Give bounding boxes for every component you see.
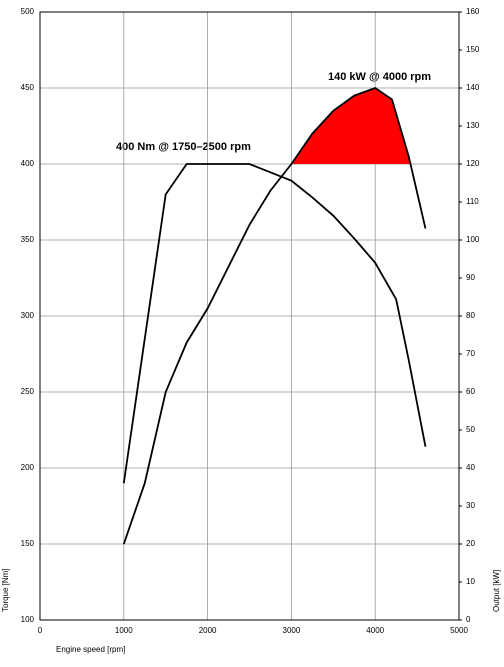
annotation: 400 Nm @ 1750–2500 rpm <box>116 141 251 153</box>
y2-tick-label: 10 <box>466 577 475 586</box>
y-tick-label: 300 <box>21 311 35 320</box>
y2-axis-label: Output [kW] <box>492 570 501 612</box>
y2-tick-label: 130 <box>466 121 480 130</box>
y-tick-label: 200 <box>21 463 35 472</box>
y2-tick-label: 20 <box>466 539 475 548</box>
x-tick-label: 5000 <box>450 626 468 635</box>
x-tick-label: 4000 <box>366 626 384 635</box>
y2-tick-label: 110 <box>466 197 479 206</box>
x-tick-label: 2000 <box>199 626 217 635</box>
y-tick-label: 350 <box>21 235 35 244</box>
y2-tick-label: 120 <box>466 159 480 168</box>
y2-tick-label: 0 <box>466 615 471 624</box>
y2-tick-label: 150 <box>466 45 480 54</box>
y2-tick-label: 90 <box>466 273 475 282</box>
y2-tick-label: 70 <box>466 349 475 358</box>
x-tick-label: 3000 <box>283 626 301 635</box>
y-tick-label: 100 <box>21 615 35 624</box>
y2-tick-label: 100 <box>466 235 480 244</box>
highlight-area <box>291 88 411 164</box>
y2-tick-label: 40 <box>466 463 475 472</box>
line <box>122 163 427 484</box>
plot-frame <box>39 11 460 621</box>
line <box>122 86 427 545</box>
x-tick-label: 0 <box>38 626 43 635</box>
y-tick-label: 450 <box>21 83 35 92</box>
annotation: 140 kW @ 4000 rpm <box>328 71 431 83</box>
y2-tick-label: 80 <box>466 311 475 320</box>
y2-tick-label: 160 <box>466 7 480 16</box>
y-tick-label: 500 <box>21 7 35 16</box>
y2-tick-label: 30 <box>466 501 475 510</box>
y2-tick-label: 140 <box>466 83 480 92</box>
y2-tick-label: 50 <box>466 425 475 434</box>
y-tick-label: 400 <box>21 159 35 168</box>
y-axis-label: Torque [Nm] <box>1 568 10 612</box>
x-tick-label: 1000 <box>115 626 133 635</box>
y2-tick-label: 60 <box>466 387 475 396</box>
x-axis-label: Engine speed [rpm] <box>56 645 125 654</box>
y-tick-label: 250 <box>21 387 35 396</box>
y-tick-label: 150 <box>21 539 35 548</box>
